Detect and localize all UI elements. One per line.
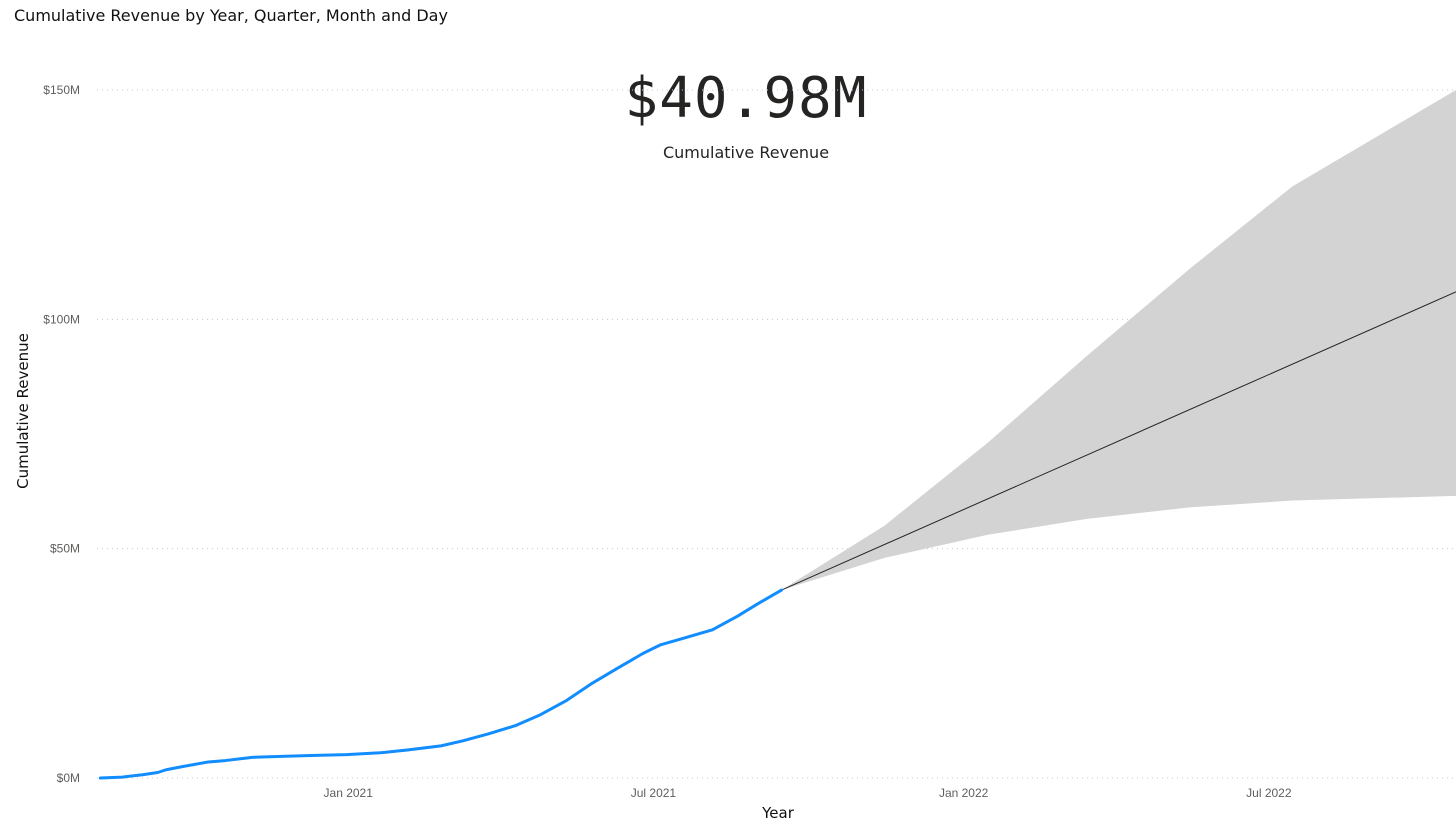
forecast-confidence-band	[781, 90, 1456, 591]
y-tick-label: $50M	[50, 542, 80, 556]
forecast-layer	[781, 90, 1456, 591]
actual-revenue-line	[98, 588, 784, 780]
kpi-card-label: Cumulative Revenue	[662, 143, 830, 162]
x-tick-label: Jan 2022	[939, 786, 989, 800]
y-axis-ticks: $0M $50M $100M $150M	[43, 83, 80, 785]
x-axis-title: Year	[762, 804, 794, 822]
x-tick-label: Jul 2022	[1246, 786, 1292, 800]
y-tick-label: $150M	[43, 83, 80, 97]
actual-layer	[98, 588, 784, 780]
x-tick-label: Jan 2021	[324, 786, 374, 800]
chart-title: Cumulative Revenue by Year, Quarter, Mon…	[14, 6, 448, 25]
x-axis-ticks: Jan 2021 Jul 2021 Jan 2022 Jul 2022	[324, 786, 1292, 800]
forecast-line	[781, 291, 1456, 591]
kpi-card-value: $40.98M	[624, 66, 868, 131]
y-tick-label: $0M	[57, 771, 80, 785]
x-tick-label: Jul 2021	[631, 786, 677, 800]
y-tick-label: $100M	[43, 312, 80, 326]
